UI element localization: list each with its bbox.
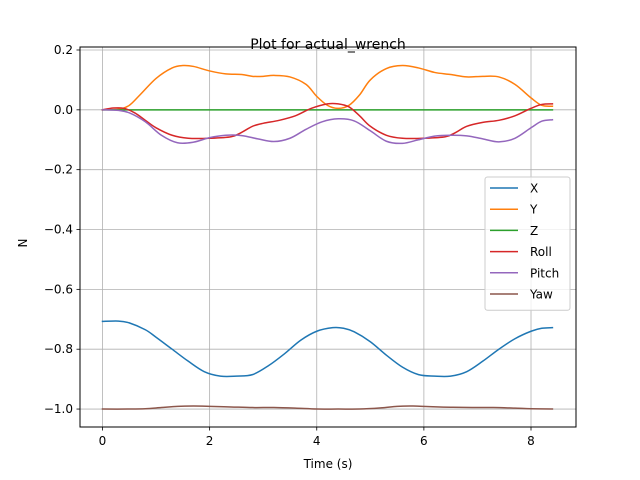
- x-tick-label: 4: [313, 434, 321, 448]
- series-line-y: [101, 64, 554, 111]
- x-tick-label: 0: [99, 434, 107, 448]
- legend-label-y: Y: [529, 203, 538, 217]
- y-tick-label: 0.2: [54, 43, 73, 57]
- y-tick-label: 0.0: [54, 103, 73, 117]
- y-tick-label: −1.0: [44, 402, 73, 416]
- series-lines: [101, 64, 554, 410]
- y-axis-label: N: [16, 239, 30, 248]
- x-tick-label: 6: [420, 434, 428, 448]
- axis-ticks: 0 2 4 6 8 0.2 0.0 −0.2 −0.4 −0.6 −0.8 −1.0: [44, 43, 535, 448]
- y-tick-label: −0.4: [44, 223, 73, 237]
- series-line-roll: [101, 102, 554, 140]
- y-tick-label: −0.8: [44, 342, 73, 356]
- series-line-x: [101, 320, 554, 378]
- x-tick-label: 2: [206, 434, 214, 448]
- series-line-pitch: [101, 109, 554, 145]
- x-tick-label: 8: [527, 434, 535, 448]
- legend-label-roll: Roll: [530, 245, 552, 259]
- legend-label-z: Z: [530, 224, 538, 238]
- legend-label-x: X: [530, 182, 538, 196]
- legend-box: [484, 176, 571, 311]
- legend-label-pitch: Pitch: [530, 266, 559, 280]
- y-tick-label: −0.6: [44, 282, 73, 296]
- series-line-yaw: [101, 405, 554, 410]
- legend: XYZ Roll Pitch Yaw: [484, 176, 571, 311]
- y-tick-label: −0.2: [44, 163, 73, 177]
- plot-area-frame: [79, 46, 577, 428]
- x-axis-label: Time (s): [303, 457, 353, 471]
- legend-label-yaw: Yaw: [529, 288, 553, 302]
- chart-title: Plot for actual_wrench: [250, 37, 406, 53]
